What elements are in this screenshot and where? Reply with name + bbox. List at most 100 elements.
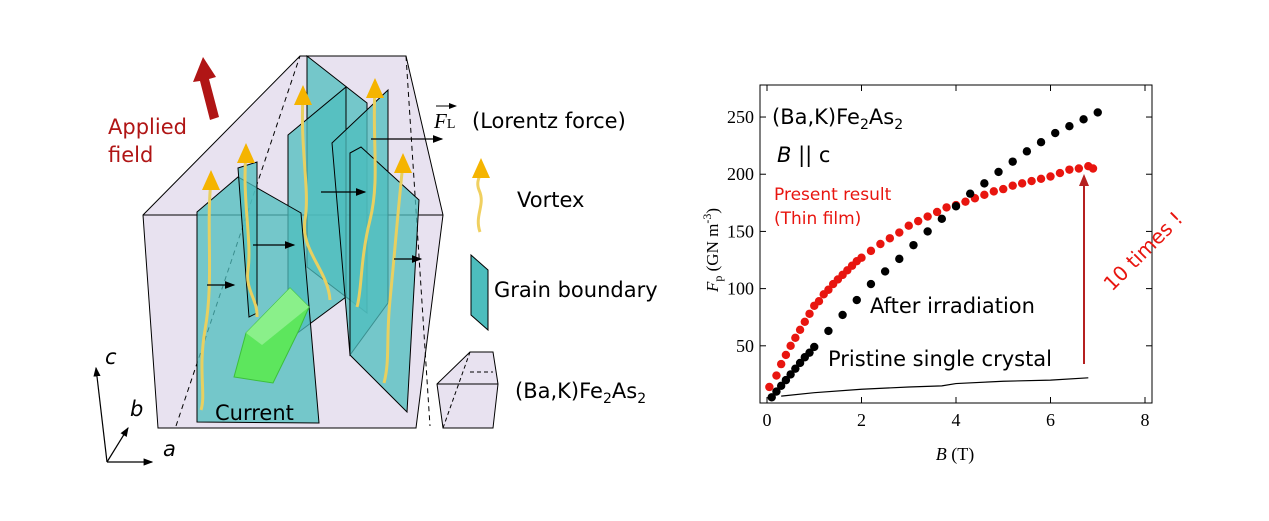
vortex-line	[300, 94, 332, 301]
vortex-legend-arrowhead-icon	[472, 158, 490, 178]
data-point	[1017, 179, 1027, 188]
vortex-line	[355, 87, 377, 308]
grain-boundary-legend-icon	[470, 253, 489, 332]
vortex-line	[382, 162, 405, 384]
data-point	[852, 295, 861, 305]
data-point	[876, 239, 885, 249]
x-tick-label: 2	[857, 410, 866, 430]
data-point	[965, 189, 975, 198]
data-point	[765, 382, 774, 392]
data-point	[1065, 165, 1074, 174]
data-point	[1074, 164, 1084, 173]
data-point	[1036, 174, 1046, 183]
y-tick-label: 150	[727, 221, 754, 241]
data-point	[1088, 164, 1098, 173]
data-point	[791, 333, 800, 342]
data-point	[776, 359, 786, 369]
data-point	[1027, 176, 1036, 186]
series-line	[781, 377, 1089, 397]
crystal-label: (Ba,K)Fe2As2	[515, 379, 646, 407]
grain-boundaries	[196, 54, 420, 424]
data-point	[909, 240, 918, 250]
data-point	[866, 279, 876, 289]
data-point	[1055, 168, 1065, 178]
present-result-label: Present result	[774, 185, 892, 205]
grain-boundary-label: Grain boundary	[494, 278, 658, 302]
data-point	[781, 375, 791, 385]
data-point	[1008, 157, 1017, 166]
y-tick-label: 200	[727, 164, 754, 184]
data-point	[786, 341, 795, 351]
x-axis-label: B (T)	[936, 444, 974, 465]
data-point	[885, 234, 895, 243]
pinning-force-chart: 0 2 4 6 8 50 100 150 200 250 B (T) Fp (GN m-3) (B…	[700, 84, 1188, 465]
grain-boundary-plane	[349, 146, 420, 414]
data-point	[791, 364, 800, 373]
data-point	[805, 309, 814, 318]
data-point	[824, 285, 833, 294]
data-point	[980, 190, 989, 200]
data-point	[904, 221, 913, 230]
data-point	[895, 254, 904, 264]
data-point	[824, 326, 833, 336]
data-point	[795, 325, 805, 334]
data-point	[1051, 128, 1060, 138]
lorentz-symbol: FL	[433, 109, 455, 133]
data-point	[795, 358, 805, 368]
series-present-result-thin-film	[765, 162, 1098, 392]
data-point	[838, 310, 847, 320]
data-point	[1046, 172, 1055, 181]
vortex-arrowhead	[394, 153, 412, 173]
data-point	[781, 350, 791, 360]
thin-film-label: (Thin film)	[774, 209, 861, 229]
data-point	[772, 387, 781, 396]
c-axis-label: c	[105, 345, 117, 369]
data-point	[767, 393, 776, 402]
field-orientation-annotation: B || c	[777, 143, 830, 168]
vortex-label: Vortex	[517, 188, 584, 212]
data-point	[989, 187, 998, 196]
material-annotation: (Ba,K)Fe2As2	[772, 105, 903, 133]
vortex-arrowhead	[202, 170, 220, 190]
data-point	[857, 253, 866, 262]
data-point	[980, 179, 989, 188]
vortex-arrowhead	[237, 143, 255, 163]
data-point	[923, 212, 932, 221]
vortex-arrowhead	[294, 85, 312, 105]
crystal-legend-icon	[436, 351, 499, 429]
lorentz-label: (Lorentz force)	[472, 109, 626, 133]
data-point	[1008, 181, 1017, 190]
data-point	[1079, 115, 1088, 124]
b-axis-arrow	[106, 426, 129, 463]
grain-boundary-plane	[196, 176, 320, 424]
data-point	[942, 203, 951, 212]
data-point	[800, 317, 809, 326]
applied-field-label: Applied	[108, 115, 187, 139]
data-point	[999, 184, 1008, 194]
axis-triad	[93, 366, 154, 466]
lorentz-force-arrows	[207, 135, 444, 289]
current-label: Current	[215, 401, 294, 425]
c-axis-arrow	[93, 366, 108, 463]
applied-field-label: field	[108, 143, 153, 167]
enhancement-arrowhead-icon	[1079, 174, 1089, 186]
current-arrow	[233, 287, 310, 384]
x-tick-label: 4	[952, 410, 961, 430]
ten-times-label: 10 times !	[1099, 207, 1188, 296]
series-pristine-single-crystal	[781, 377, 1089, 397]
data-point	[1022, 147, 1032, 156]
a-axis-label: a	[163, 437, 176, 461]
data-point	[914, 216, 923, 226]
data-point	[937, 214, 947, 224]
x-tick-label: 6	[1046, 410, 1055, 430]
y-tick-label: 50	[736, 336, 754, 356]
data-point	[895, 228, 904, 237]
data-point	[961, 197, 970, 206]
data-point	[786, 370, 795, 379]
vortex-line	[199, 179, 213, 411]
data-point	[810, 342, 819, 352]
data-point	[866, 246, 876, 256]
data-point	[951, 202, 961, 211]
